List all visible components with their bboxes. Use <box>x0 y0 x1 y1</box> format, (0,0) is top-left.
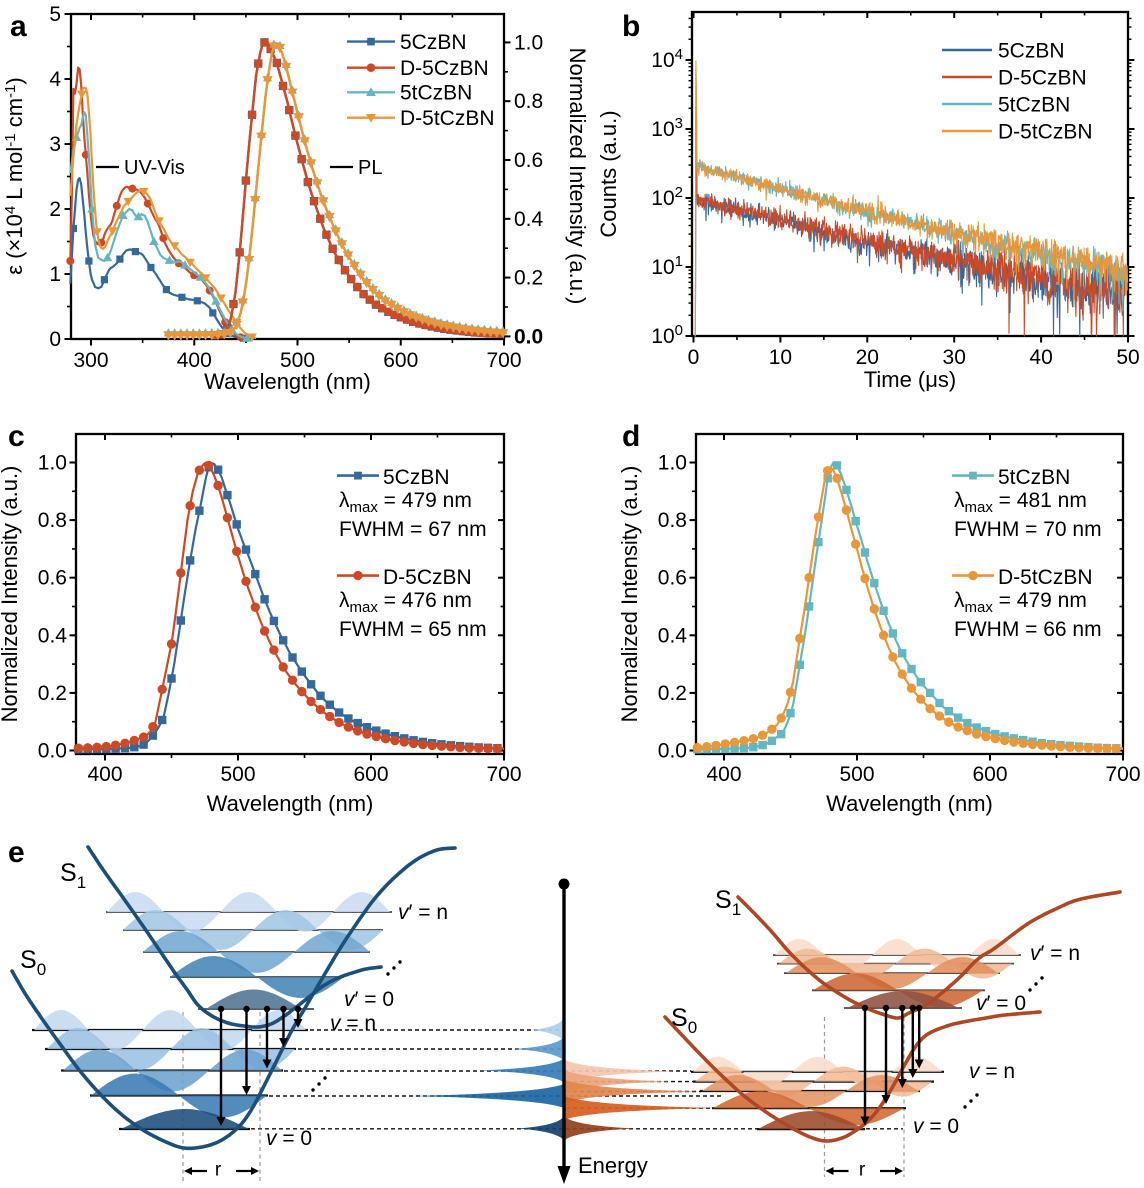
svg-text:30: 30 <box>943 346 966 369</box>
svg-text:700: 700 <box>486 763 521 786</box>
svg-text:0.6: 0.6 <box>38 567 67 590</box>
svg-text:0.0: 0.0 <box>658 740 687 763</box>
svg-text:0.8: 0.8 <box>658 509 687 532</box>
svg-text:Time (μs): Time (μs) <box>864 367 957 392</box>
svg-text:0.8: 0.8 <box>38 509 67 532</box>
svg-text:ε (×104 L mol-1 cm-1): ε (×104 L mol-1 cm-1) <box>2 77 27 274</box>
svg-text:v′ = 0: v′ = 0 <box>344 988 394 1011</box>
svg-text:400: 400 <box>87 763 122 786</box>
svg-text:D-5tCzBN: D-5tCzBN <box>998 120 1093 143</box>
svg-text:1: 1 <box>49 263 61 286</box>
svg-text:Energy: Energy <box>578 1153 648 1178</box>
svg-text:1.0: 1.0 <box>658 452 687 475</box>
svg-text:D-5CzBN: D-5CzBN <box>400 57 489 80</box>
svg-text:Normalized Intensity (a.u.): Normalized Intensity (a.u.) <box>617 466 642 723</box>
svg-text:102: 102 <box>651 184 683 210</box>
svg-text:5CzBN: 5CzBN <box>998 39 1065 62</box>
svg-text:D-5tCzBN: D-5tCzBN <box>400 107 495 130</box>
svg-text:5tCzBN: 5tCzBN <box>400 82 472 105</box>
svg-text:0.4: 0.4 <box>658 624 688 647</box>
svg-text:b: b <box>622 10 640 43</box>
svg-text:r: r <box>859 1160 866 1181</box>
svg-text:50: 50 <box>1116 346 1139 369</box>
svg-text:10: 10 <box>769 346 792 369</box>
svg-text:c: c <box>8 420 25 453</box>
svg-text:100: 100 <box>651 322 683 348</box>
svg-text:v = n: v = n <box>330 1012 376 1035</box>
svg-text:D-5CzBN: D-5CzBN <box>383 566 472 589</box>
svg-text:5tCzBN: 5tCzBN <box>998 93 1070 116</box>
svg-text:0.6: 0.6 <box>658 567 687 590</box>
svg-text:0.4: 0.4 <box>38 624 68 647</box>
svg-text:Counts (a.u.): Counts (a.u.) <box>596 110 621 237</box>
svg-text:600: 600 <box>353 763 388 786</box>
svg-text:v = n: v = n <box>969 1060 1015 1083</box>
svg-text:v = 0: v = 0 <box>266 1127 312 1150</box>
svg-text:Wavelength (nm): Wavelength (nm) <box>207 791 374 816</box>
svg-text:101: 101 <box>651 253 683 279</box>
svg-text:λmax = 476 nm: λmax = 476 nm <box>339 589 472 616</box>
svg-text:S0: S0 <box>20 946 46 979</box>
svg-text:103: 103 <box>651 115 683 141</box>
svg-text:PL: PL <box>358 157 382 179</box>
svg-text:D-5tCzBN: D-5tCzBN <box>998 566 1093 589</box>
svg-text:0.4: 0.4 <box>514 208 544 231</box>
svg-text:500: 500 <box>220 763 255 786</box>
svg-text:3: 3 <box>49 133 61 156</box>
svg-text:500: 500 <box>839 763 874 786</box>
svg-text:2: 2 <box>49 198 61 221</box>
svg-text:5tCzBN: 5tCzBN <box>998 466 1070 489</box>
svg-text:5: 5 <box>49 3 61 26</box>
svg-text:5CzBN: 5CzBN <box>400 31 467 54</box>
svg-text:Normalized Intensity (a.u.): Normalized Intensity (a.u.) <box>565 48 590 305</box>
svg-text:Wavelength (nm): Wavelength (nm) <box>204 369 371 394</box>
svg-text:104: 104 <box>651 46 683 72</box>
svg-text:a: a <box>10 10 27 43</box>
svg-text:0.0: 0.0 <box>38 740 67 763</box>
svg-text:S0: S0 <box>671 1004 697 1037</box>
svg-text:20: 20 <box>856 346 879 369</box>
svg-text:λmax = 479 nm: λmax = 479 nm <box>954 589 1087 616</box>
svg-text:e: e <box>8 836 25 869</box>
svg-text:0.2: 0.2 <box>658 682 687 705</box>
svg-text:d: d <box>622 420 640 453</box>
svg-text:0.8: 0.8 <box>514 90 543 113</box>
svg-text:S1: S1 <box>60 859 86 892</box>
svg-text:Wavelength (nm): Wavelength (nm) <box>826 791 993 816</box>
svg-text:0.2: 0.2 <box>38 682 67 705</box>
svg-text:700: 700 <box>1105 763 1140 786</box>
svg-text:0.2: 0.2 <box>514 267 543 290</box>
svg-text:4: 4 <box>49 68 61 91</box>
svg-text:v′ = n: v′ = n <box>398 901 448 924</box>
svg-text:v′ = n: v′ = n <box>1030 942 1080 965</box>
svg-text:FWHM = 67 nm: FWHM = 67 nm <box>339 518 487 541</box>
svg-text:400: 400 <box>177 349 212 372</box>
svg-text:0: 0 <box>49 328 61 351</box>
svg-text:300: 300 <box>73 349 108 372</box>
svg-text:0.0: 0.0 <box>514 325 543 348</box>
svg-text:v′ = 0: v′ = 0 <box>976 992 1026 1015</box>
svg-text:λmax = 481 nm: λmax = 481 nm <box>954 489 1087 516</box>
svg-text:λmax = 479 nm: λmax = 479 nm <box>339 489 472 516</box>
svg-text:r: r <box>215 1160 222 1181</box>
svg-text:0: 0 <box>688 346 700 369</box>
svg-text:1.0: 1.0 <box>38 452 67 475</box>
svg-text:1.0: 1.0 <box>514 31 543 54</box>
svg-text:40: 40 <box>1029 346 1052 369</box>
svg-text:D-5CzBN: D-5CzBN <box>998 66 1087 89</box>
svg-text:5CzBN: 5CzBN <box>383 466 450 489</box>
svg-text:400: 400 <box>706 763 741 786</box>
svg-text:S1: S1 <box>715 886 741 919</box>
svg-text:FWHM = 70 nm: FWHM = 70 nm <box>954 518 1102 541</box>
svg-text:Normalized Intensity (a.u.): Normalized Intensity (a.u.) <box>0 466 22 723</box>
svg-text:FWHM = 65 nm: FWHM = 65 nm <box>339 618 487 641</box>
svg-text:FWHM = 66 nm: FWHM = 66 nm <box>954 618 1102 641</box>
svg-text:0.6: 0.6 <box>514 149 543 172</box>
svg-text:700: 700 <box>486 349 521 372</box>
svg-text:v = 0: v = 0 <box>913 1115 959 1138</box>
svg-text:500: 500 <box>280 349 315 372</box>
svg-text:600: 600 <box>972 763 1007 786</box>
svg-text:UV-Vis: UV-Vis <box>124 157 185 179</box>
svg-text:600: 600 <box>383 349 418 372</box>
